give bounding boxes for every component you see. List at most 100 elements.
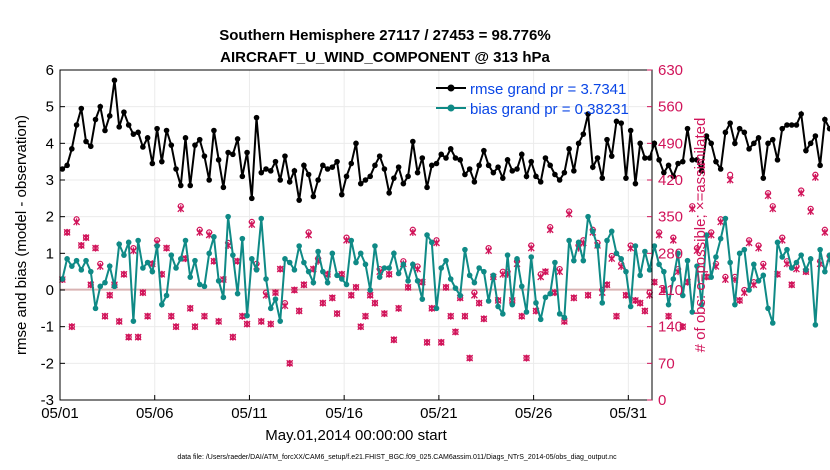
obs-assimilated-marker [347,291,355,299]
obs-assimilated-marker [475,299,483,307]
obs-assimilated-marker [688,205,696,213]
rmse-point [656,157,662,163]
obs-assimilated-marker [461,312,469,320]
rmse-point [661,169,667,176]
rmse-point [504,157,511,163]
left-y-axis-ticks: -3 -2 -1 0 1 2 3 4 5 6 [41,62,65,409]
rmse-point [196,136,203,143]
rmse-point [500,175,506,181]
rmse-point [282,153,288,159]
rmse-point [121,109,127,115]
bias-point [556,311,563,317]
rmse-point [381,166,388,172]
obs-assimilated-marker [144,312,152,320]
bias-point [196,281,203,288]
bias-point [623,268,629,275]
bias-point [542,294,549,301]
obs-assimilated-marker [423,338,431,346]
bias-point [646,267,653,273]
obs-assimilated-marker [428,304,436,312]
bias-point [533,300,539,306]
bias-point [779,254,786,260]
rmse-point [163,127,170,134]
obs-assimilated-marker [390,336,398,344]
left-y-tick-label: 1 [46,245,54,262]
rmse-point [736,125,743,132]
rmse-point [481,147,487,154]
bias-point [182,237,189,244]
bias-point [310,279,317,286]
x-tick-label: 05/26 [515,405,553,422]
rmse-point [296,197,302,203]
rmse-point [627,127,634,134]
bias-point [348,237,355,244]
bias-point [400,261,407,268]
legend-rmse-marker [447,84,455,92]
rmse-point [784,122,790,128]
rmse-point [732,140,738,147]
obs-assimilated-marker [636,299,644,307]
rmse-point [424,184,430,191]
bias-point [130,318,137,324]
rmse-point [187,182,194,189]
rmse-point [727,120,733,126]
bias-point [713,254,719,260]
obs-assimilated-marker [442,283,450,291]
obs-assimilated-marker [565,210,573,218]
obs-assimilated-marker [745,239,753,247]
obs-assimilated-marker [665,312,673,320]
x-tick-label: 05/31 [610,405,648,422]
obs-assimilated-marker [319,299,327,307]
rmse-point [135,129,141,136]
bias-point [116,241,122,247]
bias-point [751,261,757,268]
rmse-point [395,164,402,170]
bias-point [173,265,179,271]
bias-point [457,292,463,299]
rmse-point [618,120,625,126]
bias-point [590,228,596,235]
bias-point [476,265,482,271]
rmse-point [372,162,378,169]
obs-assimilated-marker [272,289,279,297]
bias-point [414,278,421,284]
bias-point [102,279,108,286]
bias-point [689,309,696,315]
rmse-point [675,160,681,167]
rmse-point [817,162,823,169]
left-y-tick-label: 3 [46,172,54,189]
rmse-point [111,77,118,84]
rmse-point [400,180,407,187]
obs-assimilated-marker [300,281,308,289]
rmse-point [277,177,284,183]
bias-point [168,252,175,258]
obs-assimilated-marker [736,296,744,304]
rmse-point [125,122,132,128]
bias-point [438,265,445,271]
rmse-point [159,158,165,165]
bias-point [177,256,184,262]
left-y-tick-label: 2 [46,209,54,226]
bias-point [481,268,487,275]
rmse-point [230,151,236,158]
bias-point [722,215,729,222]
bias-point [381,265,388,271]
rmse-point [182,135,189,141]
rmse-point [106,113,113,119]
obs-assimilated-marker [821,228,829,236]
rmse-point [173,166,179,172]
rmse-point [419,155,426,161]
bias-point [698,301,705,308]
rmse-point [552,171,558,178]
bias-point [419,296,426,302]
bias-point [301,259,307,266]
rmse-point [679,158,686,165]
rmse-point [338,191,345,198]
bias-point [760,272,767,279]
bias-point [447,276,454,282]
obs-assimilated-marker [769,205,777,213]
rmse-series-line [61,80,830,201]
rmse-point [357,180,364,187]
rmse-point [201,153,208,159]
bias-point [613,250,620,257]
